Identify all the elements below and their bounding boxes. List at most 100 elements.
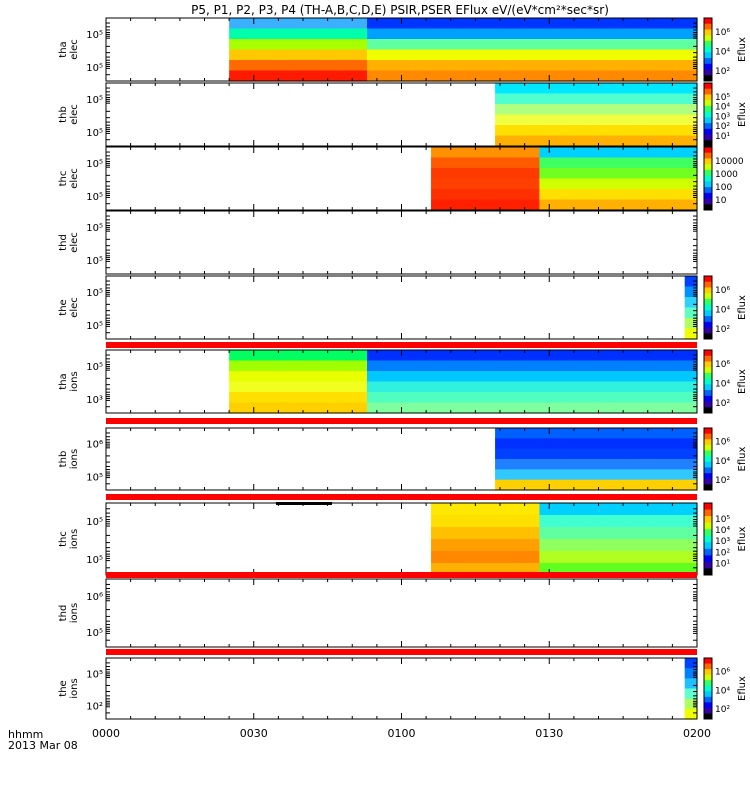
colorbar-swatch — [704, 321, 712, 329]
panel-frame — [105, 657, 698, 720]
heatmap-cell — [631, 18, 654, 30]
heatmap-cell — [321, 28, 345, 40]
heatmap-cell — [607, 114, 631, 126]
heatmap-cell — [543, 392, 566, 404]
colorbar-swatch — [704, 378, 712, 385]
heatmap-cell — [609, 60, 632, 72]
heatmap-cell — [653, 402, 676, 414]
colorbar-swatch — [704, 467, 712, 474]
heatmap-cell — [474, 199, 497, 211]
heatmap-cell — [452, 168, 475, 180]
heatmap-cell — [674, 459, 698, 470]
colorbar-tick-label: 10⁶ — [715, 667, 730, 677]
panel-species-label: elec — [69, 168, 80, 189]
heatmap-cell — [651, 178, 676, 190]
heatmap-cell — [411, 60, 434, 72]
colorbar-swatch — [704, 350, 712, 357]
colorbar-tick-label: 10³ — [715, 112, 730, 122]
figure-title: P5, P1, P2, P3, P4 (TH-A,B,C,D,E) PSIR,P… — [191, 3, 609, 17]
heatmap-cell — [539, 459, 563, 470]
colorbar-swatch — [704, 40, 712, 48]
colorbar-swatch — [704, 175, 712, 182]
heatmap-cell — [321, 402, 345, 414]
heatmap-cell — [653, 49, 676, 61]
heatmap-cell — [367, 70, 390, 82]
heatmap-cell — [367, 39, 390, 51]
heatmap-cell — [499, 392, 522, 404]
heatmap-cell — [561, 503, 586, 516]
heatmap-cell — [629, 147, 653, 159]
colorbar-swatch — [704, 276, 712, 283]
heatmap-cell — [629, 83, 653, 95]
colorbar-swatch — [704, 535, 712, 543]
heatmap-cell — [321, 60, 345, 72]
heatmap-cell — [499, 60, 522, 72]
colorbar-label: Eflux — [737, 369, 748, 394]
heatmap-cell — [606, 157, 631, 169]
heatmap-cell — [411, 49, 434, 61]
heatmap-cell — [229, 49, 253, 61]
colorbar-swatch — [704, 287, 712, 294]
colorbar-swatch — [704, 327, 712, 334]
heatmap-cell — [477, 49, 500, 61]
heatmap-cell — [606, 189, 631, 201]
heatmap-cell — [562, 125, 586, 137]
heatmap-cell — [675, 18, 698, 30]
y-tick-label: 10⁵ — [86, 95, 103, 106]
heatmap-cell — [562, 93, 586, 105]
panel-probe-label: thb — [58, 451, 69, 468]
heatmap-cell — [584, 527, 608, 540]
heatmap-cell — [389, 371, 412, 383]
colorbar-swatch — [704, 316, 712, 323]
heatmap-cell — [229, 402, 253, 414]
colorbar-tick-label: 10² — [715, 67, 730, 77]
heatmap-cell — [411, 402, 434, 414]
heatmap-cell — [367, 49, 390, 61]
colorbar-tick-label: 10² — [715, 548, 730, 558]
heatmap-cell — [521, 392, 544, 404]
colorbar-swatch — [704, 561, 712, 569]
heatmap-cell — [298, 60, 322, 72]
panel-thd-elec: 10⁵ 10⁵ thd elec — [58, 210, 698, 275]
heatmap-cell — [433, 39, 456, 51]
heatmap-cell — [652, 438, 676, 450]
heatmap-cell — [539, 189, 563, 201]
colorbar-swatch — [704, 555, 712, 563]
colorbar-swatch — [704, 187, 712, 194]
heatmap-cell — [433, 350, 456, 362]
heatmap-cell — [652, 459, 676, 470]
heatmap-cell — [474, 178, 497, 190]
heatmap-cell — [229, 70, 253, 82]
colorbar-swatch — [704, 509, 712, 517]
panel-thc-elec: 10⁵ 10⁵ thc elec 10000 1000 100 10 — [58, 146, 744, 211]
heatmap-cell — [455, 60, 478, 72]
heatmap-cell — [652, 125, 676, 137]
y-tick-label: 10⁵ — [86, 472, 103, 483]
heatmap-cell — [521, 60, 544, 72]
heatmap-cell — [517, 479, 541, 491]
heatmap-cell — [496, 515, 519, 528]
heatmap-cell — [496, 199, 519, 211]
colorbar-tick-label: 10⁶ — [715, 360, 730, 370]
colorbar-swatch — [704, 293, 712, 300]
heatmap-cell — [674, 83, 698, 95]
x-tick-label: 0000 — [92, 727, 120, 740]
heatmap-cell — [584, 189, 608, 201]
heatmap-cell — [298, 371, 322, 383]
heatmap-cell — [587, 28, 610, 40]
heatmap-cell — [477, 371, 500, 383]
heatmap-cell — [367, 18, 390, 30]
heatmap-cell — [587, 392, 610, 404]
heatmap-cell — [629, 157, 653, 169]
heatmap-cell — [675, 360, 698, 372]
heatmap-cell — [477, 360, 500, 372]
heatmap-cell — [431, 147, 454, 159]
heatmap-cell — [411, 39, 434, 51]
colorbar-swatch — [704, 23, 712, 30]
colorbar-swatch — [704, 428, 712, 435]
colorbar-tick-label: 10¹ — [715, 132, 730, 142]
heatmap-cell — [252, 18, 276, 30]
heatmap-cell — [584, 469, 608, 481]
colorbar-label: Eflux — [737, 102, 748, 127]
